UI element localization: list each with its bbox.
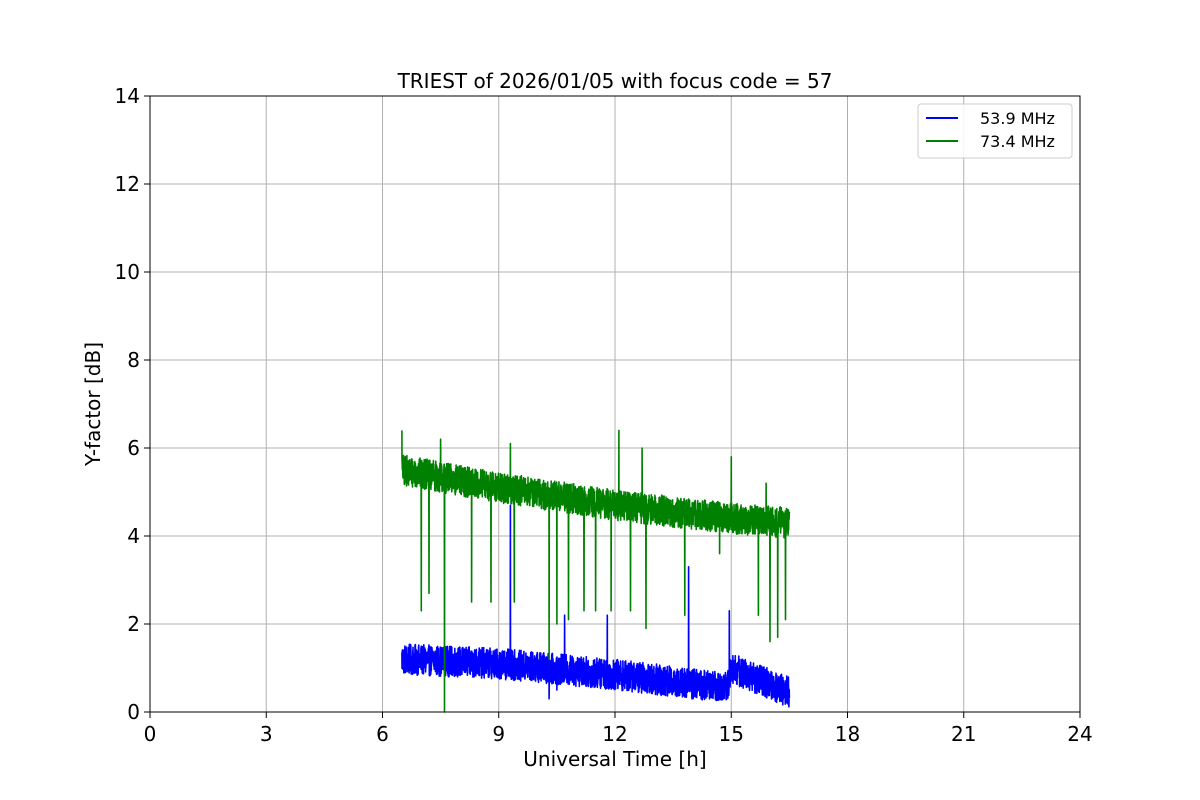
y-axis-label: Y-factor [dB]: [81, 342, 105, 467]
legend-label: 73.4 MHz: [980, 132, 1055, 151]
y-tick-label: 6: [127, 436, 140, 460]
y-tick-label: 4: [127, 524, 140, 548]
y-tick-label: 12: [115, 172, 140, 196]
x-tick-label: 0: [144, 722, 157, 746]
y-axis-ticks: 0 2 4 6 8 10 12 14: [115, 84, 150, 724]
x-tick-label: 18: [835, 722, 860, 746]
legend: 53.9 MHz 73.4 MHz: [917, 103, 1073, 159]
series-line-2: [401, 429, 791, 713]
y-tick-label: 0: [127, 700, 140, 724]
x-axis-ticks: 0 3 6 9 12 15 18 21 24: [144, 712, 1093, 746]
x-gridlines: [149, 96, 1081, 712]
x-tick-label: 24: [1067, 722, 1092, 746]
y-tick-label: 8: [127, 348, 140, 372]
x-tick-label: 21: [951, 722, 976, 746]
x-tick-label: 6: [376, 722, 389, 746]
x-tick-label: 15: [719, 722, 744, 746]
y-tick-label: 2: [127, 612, 140, 636]
x-tick-label: 12: [602, 722, 627, 746]
y-tick-label: 14: [115, 84, 140, 108]
series-layer: [401, 429, 791, 713]
chart-title: TRIEST of 2026/01/05 with focus code = 5…: [397, 69, 833, 93]
x-tick-label: 9: [492, 722, 505, 746]
x-axis-label: Universal Time [h]: [523, 747, 706, 771]
y-tick-label: 10: [115, 260, 140, 284]
series-line-1: [401, 504, 791, 708]
legend-label: 53.9 MHz: [980, 109, 1055, 128]
x-tick-label: 3: [260, 722, 273, 746]
